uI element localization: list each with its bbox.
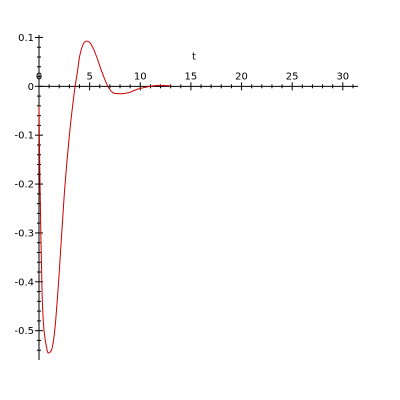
x-axis-label: t xyxy=(192,51,196,62)
x-tick-label: 15 xyxy=(185,71,198,82)
minor-ticks xyxy=(37,46,354,351)
x-tick-label: 5 xyxy=(86,71,92,82)
series-line xyxy=(38,40,171,354)
y-tick-label: 0 xyxy=(28,82,34,93)
y-tick-label: -0.4 xyxy=(14,277,34,288)
y-tick-label: -0.3 xyxy=(14,228,34,239)
y-tick-label: -0.2 xyxy=(14,180,34,191)
y-tick-label: -0.5 xyxy=(14,326,34,337)
series-layer xyxy=(38,40,171,354)
x-tick-label: 10 xyxy=(134,71,147,82)
x-tick-label: 30 xyxy=(336,71,349,82)
y-tick-label: -0.1 xyxy=(14,131,34,142)
tick-labels: 0 5 10 15 20 25 30 0.1 0 -0.1 -0.2 -0.3 -0.4 -0.5 xyxy=(14,33,349,337)
x-tick-label: 20 xyxy=(235,71,248,82)
x-tick-label: 0 xyxy=(36,71,42,82)
major-ticks xyxy=(35,36,344,332)
y-tick-label: 0.1 xyxy=(18,33,34,44)
x-tick-label: 25 xyxy=(286,71,299,82)
